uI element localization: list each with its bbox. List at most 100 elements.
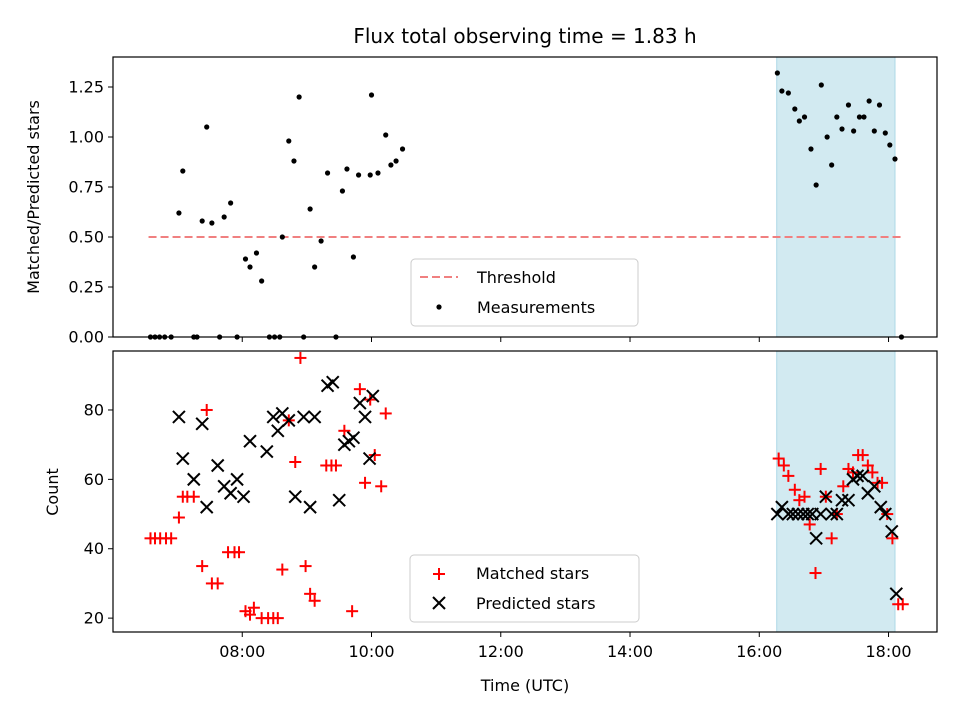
predicted-star-stroke-b [200, 500, 214, 514]
matched-star-point [338, 424, 351, 437]
matched-star-point [379, 407, 392, 420]
measurement-point [180, 168, 186, 174]
matched-star-point [172, 511, 185, 524]
predicted-star-stroke-b [271, 424, 285, 438]
predicted-star-stroke-b [362, 451, 377, 466]
ratio-panel-x-ticks [241, 337, 890, 342]
predicted-star-stroke-b [819, 489, 833, 504]
predicted-star-point [813, 507, 828, 521]
measurement-point [796, 118, 802, 124]
ratio-panel: 0.00 0.25 0.50 0.75 1.00 1.25 Matched/Predict… [24, 56, 938, 347]
measurement-points [147, 70, 905, 340]
measurement-point [876, 102, 883, 108]
predicted-star-stroke-b [813, 507, 828, 521]
matched-star-point [244, 608, 257, 621]
predicted-star-stroke-b [332, 493, 346, 507]
measurement-point [339, 188, 346, 194]
matched-star-point [803, 518, 816, 531]
predicted-star-stroke-b [824, 507, 839, 521]
y-tick-label: 0.25 [68, 278, 104, 297]
measurement-point [851, 128, 857, 134]
matched-star-point [233, 546, 246, 559]
measurement-point [253, 250, 260, 256]
predicted-star-point [841, 493, 856, 507]
measurement-point [344, 166, 350, 172]
matched-star-point [814, 462, 827, 475]
predicted-star-point [791, 507, 805, 521]
predicted-star-stroke-b [326, 375, 340, 389]
predicted-star-point [326, 375, 340, 389]
matched-stars-points [144, 351, 909, 625]
ratio-panel-shaded-span [776, 56, 896, 338]
predicted-star-point [830, 507, 844, 521]
predicted-star-point [172, 410, 186, 424]
predicted-star-stroke-b [266, 410, 280, 424]
predicted-star-point [801, 507, 815, 521]
predicted-star-stroke-b [835, 493, 849, 507]
x-tick-label: 10:00 [348, 642, 394, 661]
x-tick-label: 14:00 [607, 642, 653, 661]
matched-star-point [886, 532, 899, 545]
matched-star-point [271, 612, 284, 625]
matched-star-point [304, 587, 317, 600]
predicted-star-stroke-b [889, 587, 903, 601]
measurement-point [882, 130, 888, 136]
legend-threshold-label: Threshold [476, 268, 556, 287]
predicted-star-stroke-b [878, 507, 893, 521]
matched-star-point [165, 532, 178, 545]
y-tick-label: 40 [84, 539, 104, 558]
matched-star-point [777, 459, 790, 472]
predicted-star-point [210, 458, 225, 473]
shaded-span-rect [776, 350, 896, 633]
measurement-point [375, 170, 381, 176]
predicted-star-stroke-b [307, 410, 322, 424]
measurement-point [204, 124, 210, 130]
legend-measurements-label: Measurements [477, 298, 595, 317]
measurement-point [393, 158, 399, 164]
ratio-panel-legend-box [410, 258, 639, 327]
ratio-panel-y-ticks: 0.00 0.25 0.50 0.75 1.00 1.25 [68, 78, 113, 347]
predicted-star-point [332, 493, 346, 507]
predicted-star-stroke-b [855, 469, 870, 483]
measurement-point [199, 218, 205, 224]
measurement-point [318, 238, 324, 244]
measurement-point [259, 278, 265, 284]
predicted-star-point [296, 410, 311, 424]
predicted-star-stroke-b [830, 507, 844, 521]
matched-star-point [353, 383, 366, 396]
matched-star-point [211, 577, 224, 590]
matched-star-point [866, 466, 879, 479]
ratio-panel-y-axis-label: Matched/Predicted stars [24, 100, 43, 294]
x-tick-label: 12:00 [478, 642, 524, 661]
measurement-point [367, 172, 373, 178]
measurement-point [839, 126, 845, 132]
measurement-point [785, 90, 791, 96]
predicted-star-stroke-b [195, 417, 209, 431]
measurement-point [286, 138, 292, 144]
predicted-star-stroke-b [366, 389, 380, 403]
predicted-star-stroke-b [770, 507, 785, 521]
predicted-star-point [187, 472, 201, 487]
matched-star-point [308, 594, 321, 607]
count-panel-shaded-span [776, 350, 896, 633]
measurement-point [829, 162, 835, 168]
x-tick-label: 08:00 [219, 642, 265, 661]
predicted-star-stroke-b [260, 444, 274, 459]
predicted-star-stroke-b [874, 500, 888, 514]
shaded-span-rect [776, 56, 896, 338]
x-tick-label: 18:00 [865, 642, 911, 661]
predicted-star-stroke-b [346, 431, 361, 445]
predicted-star-point [878, 507, 893, 521]
predicted-star-point [353, 396, 367, 410]
y-tick-label: 20 [84, 609, 104, 628]
matched-star-point [788, 483, 801, 496]
measurement-point [350, 254, 357, 260]
measurement-point [307, 206, 313, 212]
predicted-star-stroke-b [303, 500, 317, 514]
measurement-point [845, 102, 852, 108]
predicted-star-point [303, 500, 317, 514]
predicted-star-stroke-b [850, 469, 865, 483]
predicted-star-stroke-b [223, 486, 238, 500]
predicted-star-point [200, 500, 214, 514]
measurement-point [824, 134, 830, 140]
